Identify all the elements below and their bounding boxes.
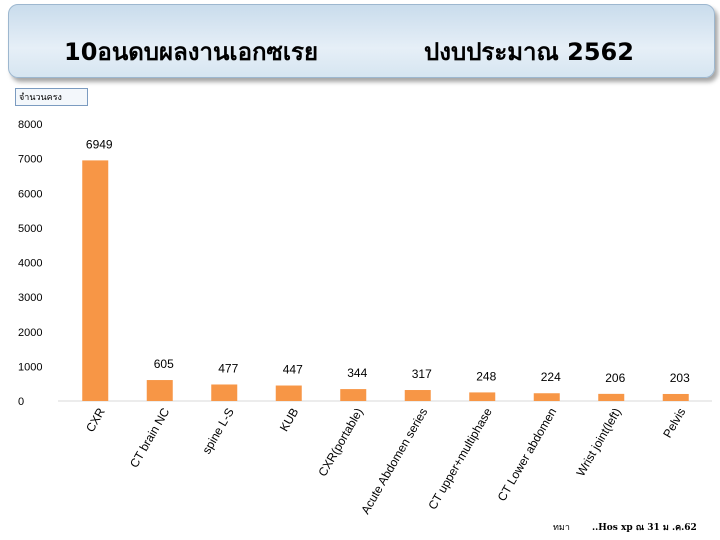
x-tick-label: Wrist joint(left) [573,405,623,478]
bar [211,384,238,401]
y-tick-label: 2000 [18,327,42,339]
chart-title: 10อนดบผลงานเอกซเรย [64,38,319,66]
data-label: 605 [154,357,174,371]
bar [533,393,560,401]
y-tick-label: 8000 [18,119,42,131]
source-label: ทมา [553,523,570,533]
data-label: 344 [347,366,367,380]
data-label: 248 [476,369,496,383]
source-text: ..Hos xp ณ 31 ม .ค.62 [592,523,697,533]
x-tick-label: Pelvis [660,406,688,441]
bar [82,160,109,401]
x-tick-label: spine L-S [199,406,236,457]
y-tick-label: 1000 [18,361,42,373]
y-tick-label: 3000 [18,292,42,304]
bar [469,392,496,401]
bar [404,390,431,401]
y-tick-label: 6000 [18,188,42,200]
bar [146,380,173,401]
bar [340,389,367,401]
data-label: 206 [605,371,625,385]
y-tick-label: 4000 [18,258,42,270]
bar [598,393,625,401]
y-tick-label: 5000 [18,223,42,235]
data-label: 477 [218,361,238,375]
x-tick-label: CT brain NC [127,405,173,470]
x-tick-label: CXR(portable) [315,406,365,479]
title-banner [8,4,715,78]
x-tick-label: KUB [277,406,301,434]
bar [662,393,689,401]
data-label: 317 [412,367,432,381]
fiscal-year-title: ปงบประมาณ 2562 [424,38,634,66]
x-tick-label: CT Lower abdomen [495,406,560,504]
bar [275,385,302,401]
y-tick-label: 0 [18,396,24,408]
data-label: 224 [541,370,561,384]
y-axis-unit-label: จำนวนครง [15,88,88,106]
data-label: 203 [670,371,690,385]
x-tick-label: CT upper+multiphase [425,405,495,512]
data-label: 447 [283,363,303,377]
y-tick-label: 7000 [18,154,42,166]
x-tick-label: CXR [83,405,108,434]
x-tick-label: Acute Abdomen series [358,406,430,517]
data-label: 6949 [86,137,113,151]
